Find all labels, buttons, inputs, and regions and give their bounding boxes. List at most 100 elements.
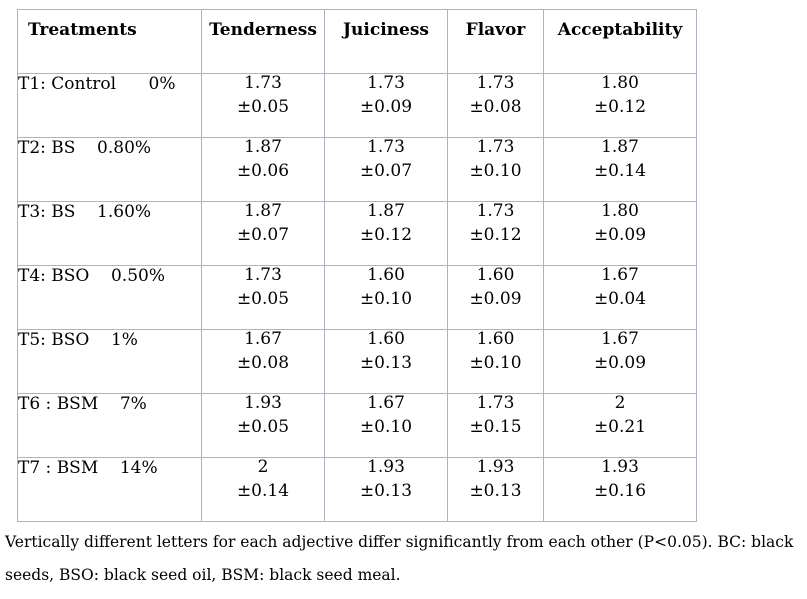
mean-value: 1.87 (601, 137, 639, 157)
value-cell: 1.73 ±0.10 (447, 137, 544, 202)
value-cell: 1.87 ±0.06 (201, 137, 325, 202)
value-cell: 1.80 ±0.12 (543, 73, 697, 138)
mean-value: 1.73 (367, 73, 405, 93)
value-cell: 1.73 ±0.08 (447, 73, 544, 138)
sd-value: ±0.05 (236, 289, 290, 309)
treatment-cell: T3: BS 1.60% (17, 201, 202, 266)
value-cell: 1.73 ±0.07 (324, 137, 448, 202)
sd-value: ±0.07 (236, 225, 290, 245)
value-cell: 1.60 ±0.10 (324, 265, 448, 330)
sd-value: ±0.16 (593, 481, 647, 501)
header-row: Treatments Tenderness Juiciness Flavor A… (17, 9, 697, 74)
mean-value: 1.60 (476, 329, 515, 349)
table-row: T4: BSO 0.50% 1.73 ±0.05 1.60 ±0.10 1.60 ±0.09… (17, 265, 697, 330)
sd-value: ±0.12 (469, 225, 522, 245)
treatment-cell: T6 : BSM 7% (17, 393, 202, 458)
mean-value: 1.60 (476, 265, 515, 285)
treatment-cell: T5: BSO 1% (17, 329, 202, 394)
table-body: T1: Control 0% 1.73 ±0.05 1.73 ±0.09 1.73 ±0.0… (17, 73, 697, 522)
sd-value: ±0.09 (593, 225, 647, 245)
sd-value: ±0.10 (359, 289, 413, 309)
value-cell: 1.87 ±0.14 (543, 137, 697, 202)
treatment-cell: T2: BS 0.80% (17, 137, 202, 202)
value-cell: 1.93 ±0.05 (201, 393, 325, 458)
table-row: T6 : BSM 7% 1.93 ±0.05 1.67 ±0.10 1.73 ±0.15 2 ±… (17, 393, 697, 458)
mean-value: 1.60 (367, 265, 405, 285)
sd-value: ±0.05 (236, 97, 290, 117)
mean-value: 1.73 (244, 73, 282, 93)
value-cell: 1.60 ±0.10 (447, 329, 544, 394)
mean-value: 1.80 (601, 201, 639, 221)
mean-value: 1.93 (367, 457, 405, 477)
mean-value: 1.67 (601, 265, 639, 285)
sd-value: ±0.09 (593, 353, 647, 373)
value-cell: 1.73 ±0.12 (447, 201, 544, 266)
value-cell: 1.67 ±0.10 (324, 393, 448, 458)
mean-value: 1.67 (244, 329, 282, 349)
table-row: T3: BS 1.60% 1.87 ±0.07 1.87 ±0.12 1.73 ±0.12 1… (17, 201, 697, 266)
sd-value: ±0.08 (236, 353, 290, 373)
value-cell: 1.73 ±0.05 (201, 73, 325, 138)
treatment-cell: T1: Control 0% (17, 73, 202, 138)
table-row: T1: Control 0% 1.73 ±0.05 1.73 ±0.09 1.73 ±0.0… (17, 73, 697, 138)
sd-value: ±0.09 (359, 97, 413, 117)
value-cell: 1.67 ±0.08 (201, 329, 325, 394)
mean-value: 1.87 (244, 137, 282, 157)
sd-value: ±0.10 (469, 353, 522, 373)
table-row: T7 : BSM 14% 2 ±0.14 1.93 ±0.13 1.93 ±0.13 1.93… (17, 457, 697, 522)
header-treatments: Treatments (17, 9, 202, 74)
header-juiciness: Juiciness (324, 9, 448, 74)
value-cell: 1.73 ±0.05 (201, 265, 325, 330)
sd-value: ±0.13 (359, 353, 413, 373)
mean-value: 1.73 (476, 137, 515, 157)
mean-value: 1.93 (244, 393, 282, 413)
mean-value: 1.87 (367, 201, 405, 221)
value-cell: 1.87 ±0.12 (324, 201, 448, 266)
header-tenderness: Tenderness (201, 9, 325, 74)
mean-value: 1.93 (476, 457, 515, 477)
mean-value: 2 (614, 393, 626, 413)
value-cell: 2 ±0.21 (543, 393, 697, 458)
mean-value: 1.73 (367, 137, 405, 157)
mean-value: 1.93 (601, 457, 639, 477)
sd-value: ±0.13 (469, 481, 522, 501)
results-table: Treatments Tenderness Juiciness Flavor A… (17, 9, 697, 522)
value-cell: 1.80 ±0.09 (543, 201, 697, 266)
mean-value: 1.73 (476, 73, 515, 93)
value-cell: 1.73 ±0.09 (324, 73, 448, 138)
sd-value: ±0.06 (236, 161, 290, 181)
table-header: Treatments Tenderness Juiciness Flavor A… (17, 9, 697, 74)
sd-value: ±0.14 (236, 481, 290, 501)
mean-value: 2 (257, 457, 269, 477)
value-cell: 1.60 ±0.09 (447, 265, 544, 330)
mean-value: 1.73 (476, 393, 515, 413)
value-cell: 1.93 ±0.13 (324, 457, 448, 522)
sd-value: ±0.14 (593, 161, 647, 181)
header-flavor: Flavor (447, 9, 544, 74)
sd-value: ±0.05 (236, 417, 290, 437)
sd-value: ±0.10 (359, 417, 413, 437)
table-footnote: Vertically different letters for each ad… (5, 533, 794, 584)
sd-value: ±0.12 (593, 97, 647, 117)
treatment-cell: T4: BSO 0.50% (17, 265, 202, 330)
mean-value: 1.60 (367, 329, 405, 349)
sd-value: ±0.15 (469, 417, 522, 437)
mean-value: 1.73 (476, 201, 515, 221)
mean-value: 1.67 (367, 393, 405, 413)
sd-value: ±0.09 (469, 289, 522, 309)
sd-value: ±0.07 (359, 161, 413, 181)
value-cell: 2 ±0.14 (201, 457, 325, 522)
sd-value: ±0.08 (469, 97, 522, 117)
value-cell: 1.73 ±0.15 (447, 393, 544, 458)
value-cell: 1.67 ±0.04 (543, 265, 697, 330)
table-row: T5: BSO 1% 1.67 ±0.08 1.60 ±0.13 1.60 ±0.10 1.6… (17, 329, 697, 394)
value-cell: 1.67 ±0.09 (543, 329, 697, 394)
mean-value: 1.87 (244, 201, 282, 221)
value-cell: 1.87 ±0.07 (201, 201, 325, 266)
value-cell: 1.93 ±0.13 (447, 457, 544, 522)
mean-value: 1.80 (601, 73, 639, 93)
treatment-cell: T7 : BSM 14% (17, 457, 202, 522)
sd-value: ±0.21 (593, 417, 647, 437)
mean-value: 1.67 (601, 329, 639, 349)
sd-value: ±0.12 (359, 225, 413, 245)
